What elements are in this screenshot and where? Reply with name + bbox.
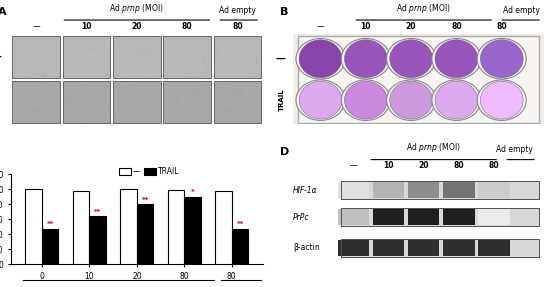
Bar <box>478 209 510 225</box>
Ellipse shape <box>432 38 481 79</box>
Bar <box>408 182 439 198</box>
Bar <box>63 36 111 78</box>
Ellipse shape <box>299 81 342 119</box>
Bar <box>478 182 510 198</box>
Ellipse shape <box>299 40 342 78</box>
Text: HIF-1α: HIF-1α <box>293 186 317 195</box>
Bar <box>443 240 475 256</box>
Ellipse shape <box>477 38 526 79</box>
Bar <box>120 189 137 264</box>
Bar <box>340 181 540 199</box>
Text: TRAIL: TRAIL <box>279 89 285 111</box>
Bar <box>338 182 369 198</box>
Bar <box>443 209 475 225</box>
Ellipse shape <box>435 40 478 78</box>
Bar <box>338 209 369 225</box>
Ellipse shape <box>344 81 387 119</box>
Ellipse shape <box>390 40 432 78</box>
Text: *: * <box>191 189 195 195</box>
Bar <box>113 36 161 78</box>
Text: 80: 80 <box>232 22 243 31</box>
Bar <box>42 229 58 264</box>
Text: TRAIL: TRAIL <box>0 98 1 106</box>
Bar <box>184 197 201 264</box>
Text: Ad empty: Ad empty <box>496 145 533 154</box>
Text: **: ** <box>236 221 244 227</box>
Text: 10: 10 <box>81 22 92 31</box>
Bar <box>12 36 60 78</box>
Text: Ad $prnp$ (MOI): Ad $prnp$ (MOI) <box>406 141 461 154</box>
Text: **: ** <box>94 209 101 214</box>
Ellipse shape <box>432 80 481 121</box>
Ellipse shape <box>387 80 436 121</box>
Ellipse shape <box>435 81 478 119</box>
Bar <box>163 36 211 78</box>
Text: —: — <box>32 22 40 31</box>
Text: 80: 80 <box>451 22 462 31</box>
Text: β-actin: β-actin <box>293 243 320 252</box>
Text: D: D <box>280 147 289 157</box>
Text: **: ** <box>47 221 54 227</box>
Bar <box>340 181 540 199</box>
Text: 10: 10 <box>383 161 394 170</box>
Ellipse shape <box>387 38 436 79</box>
Bar <box>408 240 439 256</box>
Bar <box>408 209 439 225</box>
Ellipse shape <box>480 40 523 78</box>
Bar <box>232 229 249 264</box>
Ellipse shape <box>342 80 390 121</box>
Bar <box>163 81 211 123</box>
Bar <box>63 81 111 123</box>
Bar <box>213 36 261 78</box>
Text: 20: 20 <box>131 22 142 31</box>
Text: 10: 10 <box>361 22 371 31</box>
Text: —: — <box>349 161 357 170</box>
Bar <box>25 189 42 264</box>
Bar <box>168 190 184 264</box>
Ellipse shape <box>296 80 345 121</box>
Bar <box>340 208 540 226</box>
Bar <box>373 182 404 198</box>
Text: Ad empty: Ad empty <box>219 6 256 15</box>
Text: —: — <box>317 22 324 31</box>
Bar <box>73 191 89 264</box>
Text: 80: 80 <box>489 161 499 170</box>
Bar <box>340 239 540 257</box>
Bar <box>373 240 404 256</box>
Text: —: — <box>0 52 1 62</box>
Bar <box>478 240 510 256</box>
Text: 20: 20 <box>406 22 416 31</box>
Bar <box>12 81 60 123</box>
Text: Ad $prnp$ (MOI): Ad $prnp$ (MOI) <box>109 2 164 15</box>
Bar <box>215 191 232 264</box>
Bar <box>373 209 404 225</box>
Text: PrPc: PrPc <box>293 213 310 222</box>
Bar <box>213 81 261 123</box>
Bar <box>113 81 161 123</box>
Ellipse shape <box>344 40 387 78</box>
Ellipse shape <box>480 81 523 119</box>
Ellipse shape <box>342 38 390 79</box>
Ellipse shape <box>296 38 345 79</box>
Text: 20: 20 <box>419 161 429 170</box>
Ellipse shape <box>390 81 432 119</box>
Text: —: — <box>276 54 285 64</box>
Bar <box>338 240 369 256</box>
Bar <box>443 182 475 198</box>
Bar <box>340 208 540 226</box>
Text: Ad $prnp$ (MOI): Ad $prnp$ (MOI) <box>397 2 451 15</box>
Ellipse shape <box>477 80 526 121</box>
Text: **: ** <box>141 197 148 203</box>
Legend: —, TRAIL: —, TRAIL <box>116 164 183 179</box>
Text: 80: 80 <box>182 22 192 31</box>
Text: A: A <box>0 7 7 18</box>
Bar <box>137 204 153 264</box>
Text: B: B <box>280 7 289 18</box>
Bar <box>340 239 540 257</box>
Text: 80: 80 <box>497 22 507 31</box>
Text: Ad empty: Ad empty <box>503 6 540 15</box>
Text: 80: 80 <box>454 161 464 170</box>
Bar <box>89 216 106 264</box>
